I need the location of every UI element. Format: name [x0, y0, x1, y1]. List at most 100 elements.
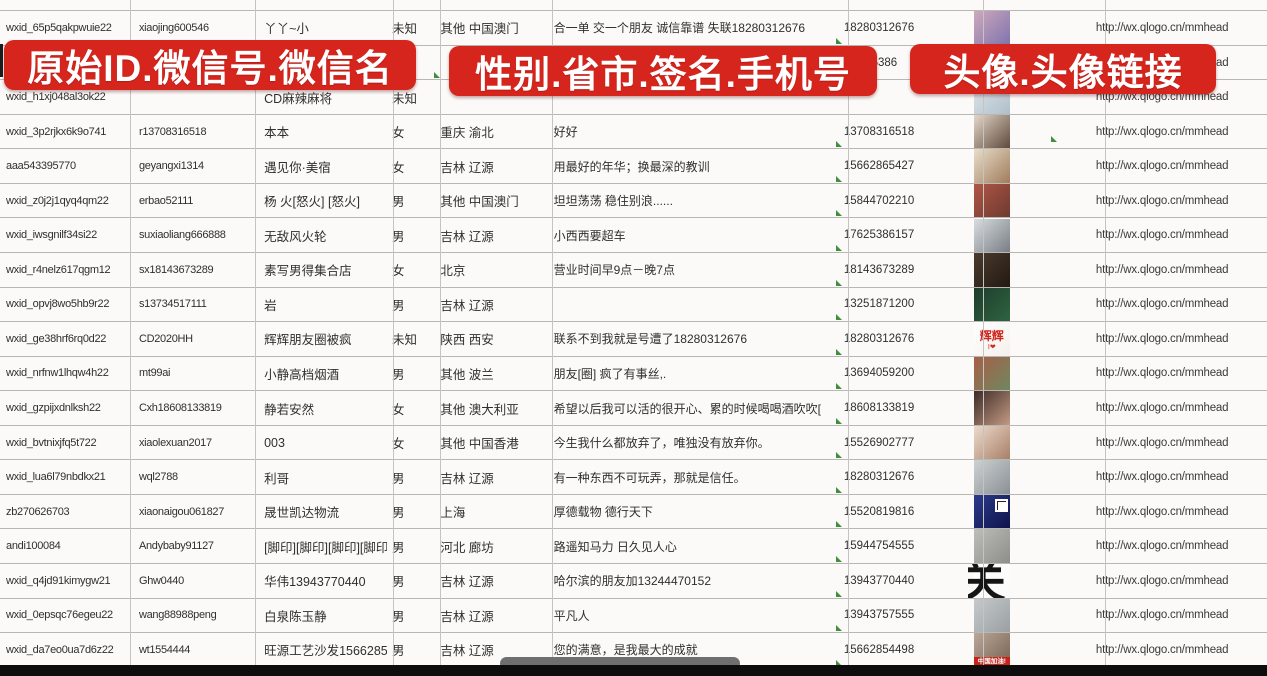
- cell-phone[interactable]: 15844702210: [835, 184, 968, 218]
- cell-avatar-url[interactable]: http://wx.qlogo.cn/mmhead: [1095, 160, 1229, 173]
- cell-signature[interactable]: 用最好的年华；换最深的教训: [553, 159, 710, 174]
- cell-avatar[interactable]: [968, 218, 1088, 253]
- cell-avatar[interactable]: [968, 460, 1088, 494]
- cell-avatar-url[interactable]: http://wx.qlogo.cn/mmhead: [1095, 643, 1229, 656]
- cell-wechat-name[interactable]: 素写男得集合店: [264, 264, 352, 279]
- cell-wechat-name[interactable]: 白泉陈玉静: [264, 609, 327, 624]
- cell-gender[interactable]: 未知: [392, 91, 418, 106]
- cell-wechat-id[interactable]: CD2020HH: [138, 332, 193, 345]
- cell-wechat-id[interactable]: r13708316518: [138, 125, 207, 138]
- cell-region[interactable]: 河北 廊坊: [440, 540, 494, 555]
- cell-gender[interactable]: 女: [392, 437, 405, 452]
- cell-phone[interactable]: 15520819816: [835, 495, 968, 529]
- cell-avatar-url[interactable]: http://wx.qlogo.cn/mmhead: [1095, 609, 1229, 622]
- cell-wechat-name[interactable]: 辉辉朋友圈被疯: [264, 333, 352, 348]
- cell-wechat-name[interactable]: CD麻辣麻将: [264, 91, 333, 106]
- cell-avatar-url[interactable]: http://wx.qlogo.cn/mmhead: [1095, 436, 1229, 449]
- cell-avatar[interactable]: [968, 598, 1088, 633]
- cell-wechat-id[interactable]: xiaonaigou061827: [138, 505, 225, 518]
- cell-wechat-name[interactable]: 本本: [264, 126, 290, 141]
- cell-avatar[interactable]: 关: [968, 564, 1088, 598]
- cell-region[interactable]: 吉林 辽源: [440, 575, 494, 590]
- cell-avatar-url[interactable]: http://wx.qlogo.cn/mmhead: [1095, 194, 1229, 207]
- cell-wechat-name[interactable]: 岩: [264, 298, 277, 313]
- cell-signature[interactable]: [544, 288, 835, 322]
- cell-wechat-name[interactable]: 晟世凯达物流: [264, 506, 340, 521]
- cell-signature[interactable]: 今生我什么都放弃了，唯独没有放弃你。: [553, 436, 770, 451]
- cell-wechat-name[interactable]: 遇见你·美宿: [264, 160, 331, 175]
- cell-region[interactable]: 吉林 辽源: [440, 298, 494, 313]
- cell-original-id[interactable]: wxid_lua6l79nbdkx21: [6, 471, 106, 484]
- cell-wechat-id[interactable]: xiaolexuan2017: [138, 436, 212, 449]
- cell-region[interactable]: 吉林 辽源: [440, 160, 494, 175]
- cell-phone[interactable]: 18280312676: [835, 322, 968, 356]
- cell-signature[interactable]: 合一单 交一个朋友 诚信靠谱 失联18280312676: [553, 21, 806, 36]
- cell-region[interactable]: 上海: [440, 506, 466, 521]
- cell-original-id[interactable]: wxid_bvtnixjfq5t722: [6, 436, 97, 449]
- cell-signature[interactable]: 有一种东西不可玩弄，那就是信任。: [553, 470, 746, 485]
- cell-region[interactable]: 吉林 辽源: [440, 229, 494, 244]
- cell-wechat-name[interactable]: 杨 火[怒火] [怒火]: [264, 195, 360, 210]
- cell-avatar-url[interactable]: http://wx.qlogo.cn/mmhead: [1095, 263, 1229, 276]
- cell-avatar-url[interactable]: http://wx.qlogo.cn/mmhead: [1095, 367, 1229, 380]
- cell-gender[interactable]: 女: [392, 160, 405, 175]
- cell-original-id[interactable]: wxid_0epsqc76egeu22: [6, 609, 113, 622]
- cell-phone[interactable]: 15526902777: [835, 426, 968, 460]
- cell-avatar-url[interactable]: http://wx.qlogo.cn/mmhead: [1095, 229, 1229, 242]
- cell-gender[interactable]: 女: [392, 264, 405, 279]
- cell-original-id[interactable]: wxid_r4nelz617qgm12: [6, 263, 111, 276]
- cell-gender[interactable]: 未知: [392, 22, 418, 37]
- cell-phone[interactable]: 18280312676: [835, 11, 968, 45]
- cell-region[interactable]: 其他 澳大利亚: [440, 402, 519, 417]
- cell-signature[interactable]: 小西西要超车: [553, 228, 626, 243]
- cell-wechat-name[interactable]: [脚印][脚印][脚印][脚印]: [264, 540, 388, 555]
- cell-avatar[interactable]: [968, 391, 1088, 425]
- cell-gender[interactable]: 男: [392, 609, 405, 624]
- cell-avatar-url[interactable]: http://wx.qlogo.cn/mmhead: [1095, 21, 1229, 34]
- cell-gender[interactable]: 男: [392, 195, 405, 210]
- cell-signature[interactable]: 好好: [553, 125, 578, 140]
- cell-region[interactable]: 吉林 辽源: [440, 644, 494, 659]
- cell-region[interactable]: 陕西 西安: [440, 333, 494, 348]
- cell-avatar-url[interactable]: http://wx.qlogo.cn/mmhead: [1095, 505, 1229, 518]
- cell-wechat-name[interactable]: 华伟13943770440: [264, 575, 366, 590]
- cell-avatar[interactable]: [968, 356, 1088, 391]
- cell-phone[interactable]: 13943757555: [835, 599, 968, 633]
- cell-wechat-id[interactable]: sx18143673289: [138, 263, 214, 276]
- cell-wechat-name[interactable]: 旺源工艺沙发15662854: [264, 644, 388, 659]
- cell-wechat-name[interactable]: 静若安然: [264, 402, 315, 417]
- cell-signature[interactable]: 哈尔滨的朋友加13244470152: [553, 574, 712, 589]
- cell-gender[interactable]: 男: [392, 540, 405, 555]
- cell-region[interactable]: 其他 波兰: [440, 367, 494, 382]
- cell-gender[interactable]: 男: [392, 229, 405, 244]
- cell-signature[interactable]: 营业时间早9点－晚7点: [553, 263, 675, 278]
- cell-phone[interactable]: 15662854498: [835, 633, 968, 667]
- cell-wechat-id[interactable]: wql2788: [138, 471, 178, 484]
- cell-wechat-id[interactable]: Andybaby91127: [138, 540, 214, 553]
- cell-signature[interactable]: 希望以后我可以活的很开心、累的时候喝喝酒吹吹[: [553, 401, 821, 416]
- cell-avatar-url[interactable]: http://wx.qlogo.cn/mmhead: [1095, 574, 1229, 587]
- cell-region[interactable]: 吉林 辽源: [440, 471, 494, 486]
- cell-wechat-id[interactable]: erbao52111: [138, 194, 194, 207]
- cell-original-id[interactable]: wxid_da7eo0ua7d6z22: [6, 643, 114, 656]
- cell-wechat-id[interactable]: geyangxi1314: [138, 160, 204, 173]
- cell-wechat-id[interactable]: Ghw0440: [138, 574, 184, 587]
- cell-original-id[interactable]: wxid_h1xj048al3ok22: [6, 91, 106, 104]
- cell-gender[interactable]: 未知: [392, 333, 418, 348]
- cell-original-id[interactable]: wxid_opvj8wo5hb9r22: [6, 298, 110, 311]
- cell-wechat-id[interactable]: wang88988peng: [138, 609, 217, 622]
- cell-wechat-name[interactable]: 利哥: [264, 471, 290, 486]
- cell-original-id[interactable]: wxid_65p5qakpwuie22: [6, 21, 112, 34]
- cell-region[interactable]: 重庆 渝北: [440, 126, 494, 141]
- cell-phone[interactable]: 18280312676: [835, 460, 968, 494]
- cell-wechat-name[interactable]: 无敌风火轮: [264, 229, 327, 244]
- cell-phone[interactable]: 13708316518: [835, 115, 968, 149]
- cell-avatar[interactable]: 辉辉 I❤: [968, 322, 1088, 356]
- cell-original-id[interactable]: wxid_ge38hrf6rq0d22: [6, 332, 107, 345]
- cell-region[interactable]: 其他 中国澳门: [440, 195, 519, 210]
- cell-wechat-name[interactable]: 小静高档烟酒: [264, 367, 340, 382]
- cell-wechat-name[interactable]: 003: [264, 435, 285, 450]
- cell-avatar[interactable]: [968, 11, 1088, 45]
- cell-signature[interactable]: 坦坦荡荡 稳住别浪......: [553, 194, 673, 209]
- cell-original-id[interactable]: wxid_nrfnw1lhqw4h22: [6, 367, 109, 380]
